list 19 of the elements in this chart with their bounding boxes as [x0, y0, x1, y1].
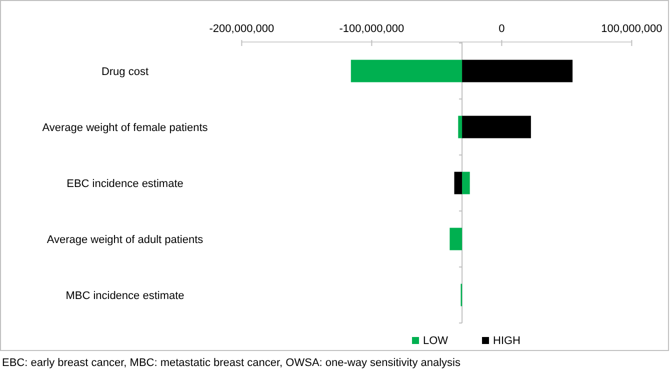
text: EBC: early breast cancer, MBC: metastatic breast cancer, OWSA: one-way sensitivity analysis	[2, 357, 462, 369]
legend-label: LOW	[423, 335, 449, 347]
y-tick-label: Average weight of female patients	[42, 122, 208, 134]
bar	[462, 60, 573, 82]
legend-label: HIGH	[493, 335, 521, 347]
x-tick-label: -100,000,000	[339, 23, 404, 35]
y-tick-label: Drug cost	[101, 66, 149, 78]
bar	[462, 172, 470, 194]
x-tick-label: -200,000,000	[209, 23, 274, 35]
bar	[450, 228, 462, 250]
bar	[462, 116, 531, 138]
bar	[350, 60, 462, 82]
y-tick-label: EBC incidence estimate	[66, 178, 184, 190]
x-tick-label: 100,000,000	[601, 23, 662, 35]
bar	[454, 172, 462, 194]
bar	[458, 116, 462, 138]
y-tick-label: MBC incidence estimate	[66, 290, 184, 302]
y-tick-label: Average weight of adult patients	[46, 234, 204, 246]
x-tick-label: 0	[498, 23, 505, 35]
